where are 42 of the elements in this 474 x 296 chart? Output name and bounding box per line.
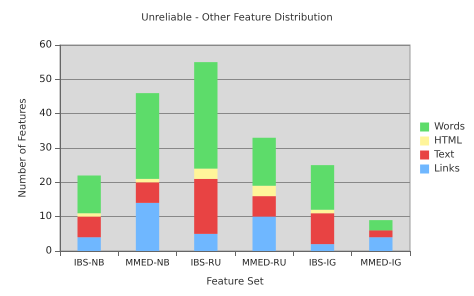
bar xyxy=(78,237,101,251)
bar xyxy=(252,138,276,186)
bar xyxy=(252,196,276,217)
x-axis-title: Feature Set xyxy=(206,276,264,288)
bar xyxy=(252,186,276,196)
bar xyxy=(136,93,160,179)
y-tick-label: 40 xyxy=(39,108,52,120)
x-tick-label: MMED-NB xyxy=(125,258,170,268)
x-tick-label: IBS-NB xyxy=(74,258,104,268)
y-tick-label: 20 xyxy=(39,176,52,188)
bar xyxy=(136,202,160,251)
bar xyxy=(369,230,392,238)
bar xyxy=(310,213,334,244)
bar xyxy=(310,244,334,251)
bar xyxy=(310,165,334,210)
bar xyxy=(78,175,101,214)
chart-title: Unreliable - Other Feature Distribution xyxy=(141,12,333,24)
y-axis-title: Number of Features xyxy=(18,98,28,198)
bar xyxy=(194,178,218,234)
x-tick-label: IBS-IG xyxy=(308,258,336,268)
x-tick-label: MMED-IG xyxy=(360,258,402,268)
bar xyxy=(252,216,276,251)
legend-label: Words xyxy=(434,122,466,132)
y-tick-label: 10 xyxy=(39,211,52,222)
bar xyxy=(369,237,392,251)
x-tick-label: IBS-RU xyxy=(190,258,222,268)
legend-label: Links xyxy=(434,164,460,174)
x-tick-label: MMED-RU xyxy=(242,258,286,268)
legend-label: Text xyxy=(433,150,454,160)
legend-label: HTML xyxy=(434,136,462,146)
y-tick-label: 30 xyxy=(39,142,52,154)
bar xyxy=(194,168,218,179)
bar xyxy=(194,234,218,251)
bar xyxy=(136,178,160,182)
y-tick-label: 0 xyxy=(46,246,52,256)
y-tick-label: 50 xyxy=(39,74,52,85)
bar xyxy=(78,216,101,238)
bar xyxy=(194,62,218,169)
y-tick-label: 60 xyxy=(39,40,52,50)
bar xyxy=(136,182,160,203)
bar xyxy=(369,220,392,230)
bar xyxy=(78,213,101,217)
